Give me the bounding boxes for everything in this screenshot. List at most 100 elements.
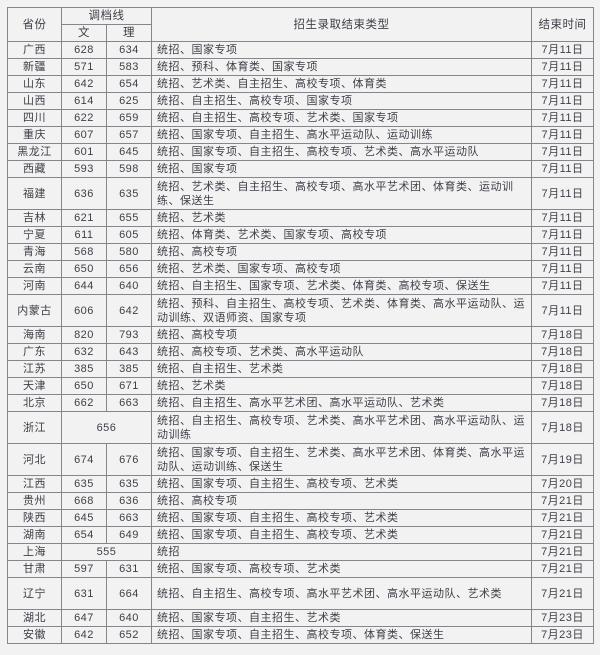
admission-types-cell: 统招、高校专项 [151,243,532,261]
province-cell: 海南 [7,326,62,344]
li-score-cell: 793 [106,326,152,344]
province-cell: 山东 [7,75,62,93]
province-cell: 江西 [7,475,62,493]
wen-score-cell: 636 [61,177,107,210]
end-date-cell: 7月11日 [531,294,594,327]
end-date-cell: 7月11日 [531,160,594,178]
end-date-cell: 7月11日 [531,58,594,76]
table-row: 北京 662 663 统招、自主招生、高水平艺术团、高水平运动队、艺术类 7月18日 [7,394,594,412]
wen-score-cell: 644 [61,277,107,295]
table-header: 省份 调档线 招生录取结束类型 结束时间 文 理 [7,7,594,42]
li-score-cell: 631 [106,560,152,578]
header-li: 理 [106,24,152,42]
wen-score-cell: 645 [61,509,107,527]
admission-types-cell: 统招、国家专项、自主招生、高水平运动队、运动训练 [151,126,532,144]
end-date-cell: 7月21日 [531,560,594,578]
wen-score-cell: 642 [61,75,107,93]
province-cell: 新疆 [7,58,62,76]
wen-score-cell: 607 [61,126,107,144]
end-date-cell: 7月11日 [531,260,594,278]
end-date-cell: 7月11日 [531,209,594,227]
li-score-cell: 664 [106,577,152,610]
table-row: 湖北 647 640 统招、国家专项、自主招生、艺术类 7月23日 [7,609,594,627]
end-date-cell: 7月21日 [531,526,594,544]
wen-score-cell: 642 [61,626,107,644]
wen-score-cell: 668 [61,492,107,510]
table-row: 宁夏 611 605 统招、体育类、艺术类、国家专项、高校专项 7月11日 [7,226,594,244]
admission-types-cell: 统招、预科、自主招生、高校专项、艺术类、体育类、高水平运动队、运动训练、双语师资… [151,294,532,327]
wen-score-cell: 601 [61,143,107,161]
table-row: 陕西 645 663 统招、国家专项、自主招生、高校专项、艺术类 7月21日 [7,509,594,527]
admission-types-cell: 统招、国家专项、自主招生、高校专项、艺术类 [151,526,532,544]
li-score-cell: 643 [106,343,152,361]
table-row: 上海 555 统招 7月21日 [7,543,594,561]
table-row: 甘肃 597 631 统招、国家专项、高校专项、艺术类 7月21日 [7,560,594,578]
table-row: 吉林 621 655 统招、艺术类 7月11日 [7,209,594,227]
li-score-cell: 580 [106,243,152,261]
admission-types-cell: 统招、自主招生、高校专项、艺术类、国家专项 [151,109,532,127]
end-date-cell: 7月23日 [531,609,594,627]
admission-types-cell: 统招、高校专项 [151,492,532,510]
li-score-cell: 583 [106,58,152,76]
admission-table: 省份 调档线 招生录取结束类型 结束时间 文 理 广西 628 634 统招、国家专项… [7,7,594,644]
wen-score-cell: 635 [61,475,107,493]
admission-types-cell: 统招、艺术类、自主招生、高校专项、高水平艺术团、体育类、运动训练、保送生 [151,177,532,210]
admission-types-cell: 统招、国家专项、自主招生、高校专项、体育类、保送生 [151,626,532,644]
end-date-cell: 7月11日 [531,109,594,127]
province-cell: 天津 [7,377,62,395]
table-row: 云南 650 656 统招、艺术类、国家专项、高校专项 7月11日 [7,260,594,278]
end-date-cell: 7月18日 [531,343,594,361]
admission-types-cell: 统招、艺术类、国家专项、高校专项 [151,260,532,278]
table-row: 湖南 654 649 统招、国家专项、自主招生、高校专项、艺术类 7月21日 [7,526,594,544]
table-body: 广西 628 634 统招、国家专项 7月11日 新疆 571 583 统招、预科、体育类、国家… [7,41,594,644]
admission-types-cell: 统招、国家专项、自主招生、艺术类、高水平艺术团、体育类、高水平运动队、运动训练、… [151,443,532,476]
province-cell: 西藏 [7,160,62,178]
end-date-cell: 7月11日 [531,143,594,161]
li-score-cell: 598 [106,160,152,178]
li-score-cell: 642 [106,294,152,327]
province-cell: 四川 [7,109,62,127]
end-date-cell: 7月21日 [531,509,594,527]
wen-score-cell: 622 [61,109,107,127]
header-admission-types: 招生录取结束类型 [151,7,532,42]
li-score-cell: 635 [106,177,152,210]
wen-score-cell: 674 [61,443,107,476]
table-row: 山西 614 625 统招、自主招生、高校专项、国家专项 7月11日 [7,92,594,110]
admission-types-cell: 统招、国家专项、自主招生、高校专项、艺术类、高水平运动队 [151,143,532,161]
li-score-cell: 663 [106,509,152,527]
province-cell: 黑龙江 [7,143,62,161]
li-score-cell: 652 [106,626,152,644]
end-date-cell: 7月11日 [531,126,594,144]
admission-types-cell: 统招、国家专项 [151,160,532,178]
admission-types-cell: 统招、自主招生、高水平艺术团、高水平运动队、艺术类 [151,394,532,412]
province-cell: 河北 [7,443,62,476]
admission-types-cell: 统招、自主招生、高校专项、国家专项 [151,92,532,110]
table-row: 江苏 385 385 统招、自主招生、艺术类 7月18日 [7,360,594,378]
admission-types-cell: 统招、国家专项 [151,41,532,59]
table-row: 江西 635 635 统招、国家专项、自主招生、高校专项、艺术类 7月20日 [7,475,594,493]
end-date-cell: 7月19日 [531,443,594,476]
wen-score-cell: 628 [61,41,107,59]
province-cell: 河南 [7,277,62,295]
li-score-cell: 625 [106,92,152,110]
table-row: 黑龙江 601 645 统招、国家专项、自主招生、高校专项、艺术类、高水平运动队 7月1… [7,143,594,161]
wen-score-cell: 647 [61,609,107,627]
province-cell: 云南 [7,260,62,278]
li-score-cell: 634 [106,41,152,59]
table-row: 贵州 668 636 统招、高校专项 7月21日 [7,492,594,510]
admission-types-cell: 统招、国家专项、高校专项、艺术类 [151,560,532,578]
admission-types-cell: 统招、自主招生、高校专项、艺术类、高水平艺术团、高水平运动队、运动训练 [151,411,532,444]
wen-score-cell: 614 [61,92,107,110]
end-date-cell: 7月20日 [531,475,594,493]
province-cell: 陕西 [7,509,62,527]
table-row: 广东 632 643 统招、高校专项、艺术类、高水平运动队 7月18日 [7,343,594,361]
admission-types-cell: 统招、国家专项、自主招生、高校专项、艺术类 [151,475,532,493]
end-date-cell: 7月18日 [531,360,594,378]
admission-types-cell: 统招、预科、体育类、国家专项 [151,58,532,76]
table-row: 河北 674 676 统招、国家专项、自主招生、艺术类、高水平艺术团、体育类、高水平运… [7,443,594,476]
province-cell: 湖北 [7,609,62,627]
wen-score-cell: 568 [61,243,107,261]
header-end-time: 结束时间 [531,7,594,42]
table-row: 安徽 642 652 统招、国家专项、自主招生、高校专项、体育类、保送生 7月23日 [7,626,594,644]
